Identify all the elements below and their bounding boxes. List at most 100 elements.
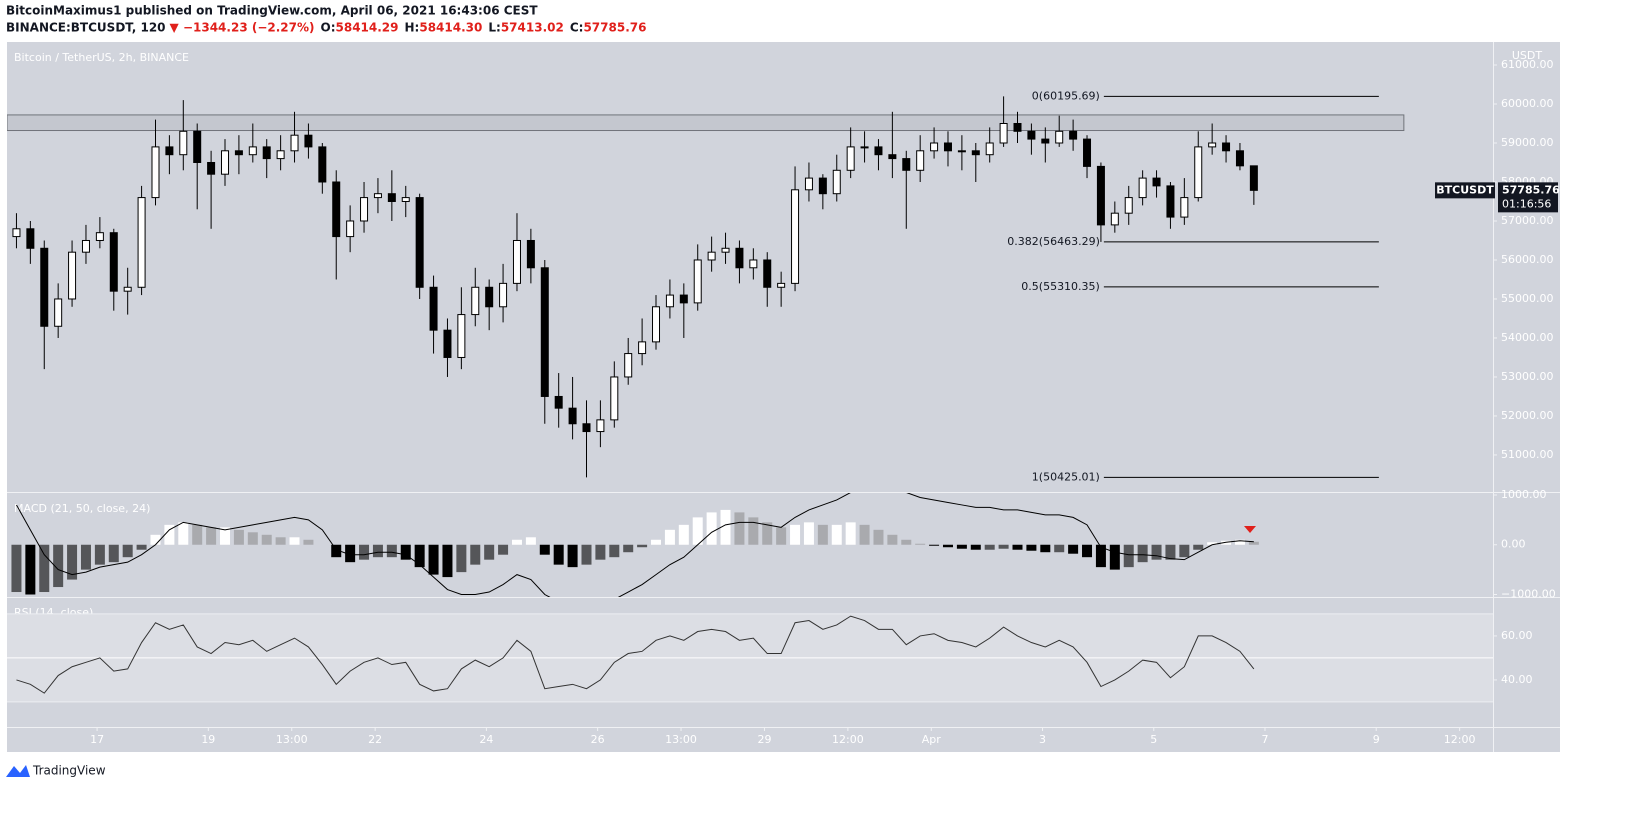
candle-body (596, 419, 605, 433)
candle-body (346, 220, 355, 238)
macd-bar (817, 524, 828, 545)
candle-body (234, 150, 243, 156)
candle-body (179, 130, 188, 156)
macd-bar (776, 527, 787, 545)
macd-bar (706, 512, 717, 545)
macd-bar (25, 544, 36, 595)
macd-bar (790, 524, 801, 545)
candle-body (526, 239, 535, 269)
macd-bar (1068, 544, 1079, 554)
macd-bar (859, 524, 870, 545)
countdown: 01:16:56 (1502, 197, 1551, 210)
candle-body (902, 158, 911, 171)
x-tick-label: 19 (201, 733, 215, 746)
candle-body (401, 197, 410, 202)
fib-label: 1(50425.01) (1032, 470, 1100, 483)
candle-body (40, 247, 49, 327)
macd-bar (553, 544, 564, 565)
candle-body (679, 294, 688, 304)
macd (11, 493, 1259, 597)
candle-body (290, 134, 299, 152)
price-change: ▼ −1344.23 (−2.27%) (170, 21, 315, 35)
y-tick-label: 55000.00 (1501, 292, 1554, 305)
macd-bar (1207, 542, 1218, 545)
candle-body (1055, 130, 1064, 144)
candle-body (791, 189, 800, 284)
macd-bar (651, 539, 662, 545)
candle-body (332, 181, 341, 238)
candle-body (693, 259, 702, 304)
macd-legend: MACD (21, 50, close, 24) (14, 502, 150, 515)
macd-bar (233, 529, 244, 545)
macd-bar (956, 544, 967, 549)
candle-body (665, 294, 674, 308)
candle-body (512, 239, 521, 284)
x-tick-label: 22 (368, 733, 382, 746)
macd-bar (206, 527, 217, 545)
candle-body (373, 193, 382, 199)
x-tick-label: 13:00 (276, 733, 308, 746)
symbol: BINANCE:BTCUSDT, 120 (6, 21, 166, 35)
candle-body (262, 146, 271, 160)
macd-bar (970, 544, 981, 550)
candle-body (68, 251, 77, 300)
candle-body (207, 161, 216, 175)
candles (7, 96, 1405, 478)
ohlc-value: 57413.02 (501, 21, 564, 35)
macd-bar (108, 544, 119, 563)
macd-bar (359, 544, 370, 560)
macd-bar (678, 524, 689, 545)
candle-body (1069, 130, 1078, 140)
macd-bar (331, 544, 342, 558)
candle-body (1041, 138, 1050, 144)
candle-body (749, 259, 758, 269)
macd-bar (539, 544, 550, 555)
candle-body (804, 177, 813, 191)
x-tick-label: 29 (757, 733, 771, 746)
macd-bar (984, 544, 995, 550)
candle-body (860, 146, 869, 149)
candle-body (360, 197, 369, 222)
candle-body (429, 286, 438, 331)
y-tick-label: −1000.00 (1501, 588, 1556, 601)
macd-bar (831, 524, 842, 545)
candle-body (123, 286, 132, 292)
y-tick-label: 1000.00 (1501, 488, 1547, 501)
macd-bar (637, 544, 648, 548)
macd-bar (484, 544, 495, 560)
macd-bar (1123, 544, 1134, 568)
candle-body (1208, 142, 1217, 148)
candle-body (193, 130, 202, 163)
macd-bar (67, 544, 78, 580)
macd-bar (609, 544, 620, 558)
macd-bar (442, 544, 453, 578)
x-tick-label: 26 (591, 733, 605, 746)
candle-body (1138, 177, 1147, 199)
y-tick-label: 60.00 (1501, 629, 1533, 642)
candle-body (721, 247, 730, 253)
macd-bar (386, 544, 397, 558)
macd-bar (178, 522, 189, 545)
candle-body (248, 146, 257, 156)
candle-body (985, 142, 994, 156)
candle-body (916, 150, 925, 171)
macd-bar (94, 544, 105, 565)
candle-body (12, 228, 21, 238)
macd-bar (901, 539, 912, 545)
candle-body (777, 282, 786, 288)
ohlc-value: 58414.30 (419, 21, 482, 35)
candle-body (832, 169, 841, 195)
macd-bar (220, 527, 231, 545)
candle-body (610, 376, 619, 421)
x-tick-label: 5 (1150, 733, 1157, 746)
macd-bar (623, 544, 634, 553)
macd-bar (511, 539, 522, 545)
macd-bar (289, 537, 300, 545)
axis-unit: USDT (1512, 49, 1543, 62)
macd-bar (595, 544, 606, 560)
macd-bar (1109, 544, 1120, 570)
candle-body (1096, 165, 1105, 226)
candle-body (1027, 130, 1036, 140)
price-tag (1435, 182, 1495, 199)
x-tick-label: 12:00 (1444, 733, 1476, 746)
